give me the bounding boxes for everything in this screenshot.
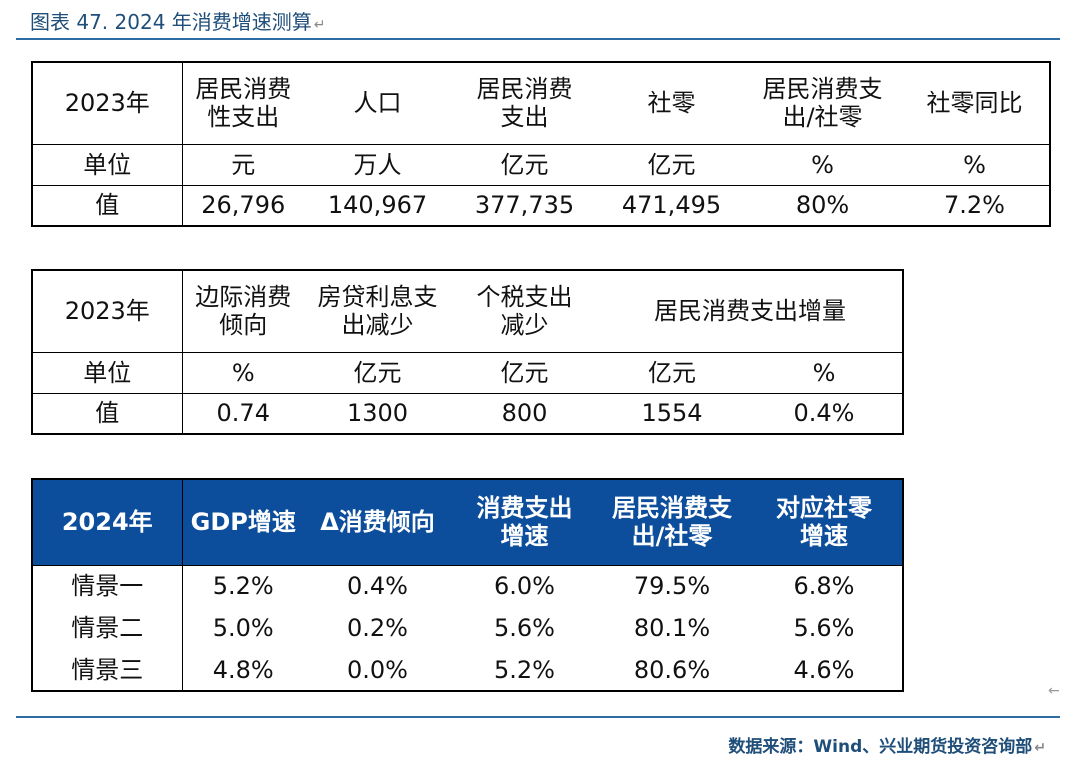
table-cell: 社零	[647, 89, 696, 118]
table-cell: 377,735	[451, 184, 598, 226]
table-cell: 471,495	[598, 184, 745, 226]
table-cell: 居民消费支出/社零	[762, 75, 883, 132]
table-header-row: 2023年 居民消费性支出 人口 居民消费支出 社零 居民消费支出/社零 社零同…	[32, 62, 1050, 144]
table-cell: 社零同比	[926, 89, 1023, 118]
table-cell: 0.0%	[347, 655, 408, 684]
table-cell: 个税支出减少	[476, 283, 573, 340]
table-cell: 居民消费支出	[476, 75, 573, 132]
table-cell: 7.2%	[900, 184, 1050, 226]
table-cell: 单位	[32, 351, 183, 393]
consumption-increment-table: 2023年 边际消费倾向 房贷利息支出减少 个税支出减少 居民消费支出增量 单位…	[31, 269, 904, 435]
scenario-2024-table: 2024年 GDP增速 Δ消费倾向 消费支出增速 居民消费支出/社零 对应社零增…	[31, 478, 904, 692]
table-row: 值 0.74 1300 800 1554 0.4%	[32, 392, 903, 434]
table-cell: 5.6%	[494, 614, 555, 642]
table-cell: 居民消费性支出	[195, 75, 292, 132]
table-cell: 房贷利息支出减少	[317, 283, 438, 340]
table-cell: 消费支出增速	[451, 479, 598, 565]
table-cell: 亿元	[451, 143, 598, 185]
table-cell: 0.74	[182, 392, 304, 434]
table-cell: 4.6%	[793, 655, 855, 684]
table-cell: 2023年	[32, 62, 183, 144]
table-cell: 2023年	[32, 270, 183, 352]
source-text: 数据来源：Wind、兴业期货投资咨询部	[728, 737, 1033, 757]
table-cell: 亿元	[304, 351, 451, 393]
table-cell: 0.2%	[347, 614, 408, 642]
figure-title-text: 图表 47. 2024 年消费增速测算	[30, 10, 312, 34]
table-cell: 人口	[353, 89, 402, 118]
figure-title: 图表 47. 2024 年消费增速测算 ↵	[30, 6, 326, 35]
table-cell: 情景二	[32, 607, 183, 649]
table-cell: 单位	[32, 143, 183, 185]
table-cell: 80.1%	[633, 614, 711, 642]
source-note: 数据来源：Wind、兴业期货投资咨询部 ↵	[728, 732, 1046, 757]
table-cell: 情景三	[32, 649, 183, 691]
table-row: 情景二 5.0% 0.2% 5.6% 80.1% 5.6%	[32, 607, 903, 649]
table-cell: 2024年	[32, 479, 183, 565]
table-header-row: 2024年 GDP增速 Δ消费倾向 消费支出增速 居民消费支出/社零 对应社零增…	[32, 479, 903, 565]
table-cell: 值	[32, 392, 183, 434]
table-header-row: 2023年 边际消费倾向 房贷利息支出减少 个税支出减少 居民消费支出增量	[32, 270, 903, 352]
table-cell: 6.0%	[451, 564, 598, 607]
table-row: 值 26,796 140,967 377,735 471,495 80% 7.2…	[32, 184, 1050, 226]
table-cell: 值	[32, 184, 183, 226]
return-mark-icon: ↵	[1034, 740, 1046, 756]
table-cell: 4.8%	[212, 655, 274, 684]
table-row: 情景一 5.2% 0.4% 6.0% 79.5% 6.8%	[32, 564, 903, 607]
table-cell: 80%	[745, 184, 900, 226]
table-cell: %	[746, 351, 903, 393]
table-cell: 对应社零增速	[746, 479, 903, 565]
table-cell: GDP增速	[182, 479, 304, 565]
table-cell: 亿元	[451, 351, 598, 393]
table-cell: 居民消费支出增量	[654, 297, 846, 326]
table-cell: 亿元	[598, 143, 745, 185]
top-rule	[16, 38, 1060, 40]
table-cell: 元	[182, 143, 304, 185]
table-cell: 140,967	[304, 184, 451, 226]
table-cell: 5.2%	[182, 564, 304, 607]
table-cell: %	[900, 143, 1050, 185]
table-cell: 5.0%	[212, 614, 274, 642]
table-cell: 万人	[304, 143, 451, 185]
table-cell: Δ消费倾向	[304, 479, 451, 565]
table-row: 单位 元 万人 亿元 亿元 % %	[32, 143, 1050, 185]
left-arrow-icon: ←	[1048, 683, 1060, 699]
table-cell: 5.2%	[494, 655, 555, 684]
table-cell: %	[182, 351, 304, 393]
table-cell: 情景一	[32, 564, 183, 607]
table-cell: 6.8%	[746, 564, 903, 607]
table-cell: 80.6%	[633, 655, 711, 684]
table-cell: %	[745, 143, 900, 185]
table-cell: 0.4%	[304, 564, 451, 607]
table-cell: 0.4%	[746, 392, 903, 434]
table-row: 情景三 4.8% 0.0% 5.2% 80.6% 4.6%	[32, 649, 903, 691]
table-row: 单位 % 亿元 亿元 亿元 %	[32, 351, 903, 393]
return-mark-icon: ↵	[313, 17, 326, 33]
bottom-rule	[16, 716, 1060, 718]
consumption-2023-table: 2023年 居民消费性支出 人口 居民消费支出 社零 居民消费支出/社零 社零同…	[31, 61, 1051, 227]
table-cell: 边际消费倾向	[195, 283, 292, 340]
table-cell: 1554	[598, 392, 746, 434]
table-cell: 79.5%	[598, 564, 746, 607]
table-cell: 26,796	[182, 184, 304, 226]
table-cell: 亿元	[598, 351, 746, 393]
table-cell: 居民消费支出/社零	[598, 479, 746, 565]
table-cell: 5.6%	[793, 614, 855, 642]
table-cell: 800	[451, 392, 598, 434]
table-cell: 1300	[304, 392, 451, 434]
